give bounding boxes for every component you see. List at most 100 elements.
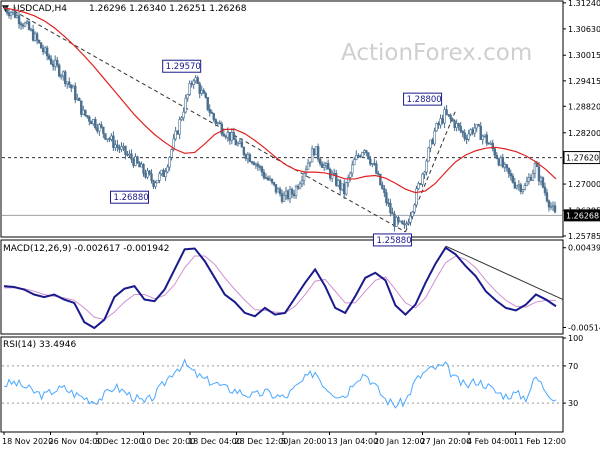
candle-body [218, 122, 221, 125]
candle-body [427, 147, 430, 162]
candle-body [513, 182, 517, 189]
current-price-box [564, 209, 600, 222]
candle-body [248, 154, 252, 162]
watermark-text: ActionForex.com [341, 40, 532, 66]
candle-body [270, 178, 274, 183]
time-tick-label: 20 Jan 12:00 [374, 437, 425, 446]
candle-body [497, 158, 500, 166]
candle-body [260, 166, 264, 173]
trend-line-down [13, 10, 406, 233]
candle-body [357, 155, 360, 157]
candle-body [449, 114, 452, 120]
candle-body [413, 204, 416, 213]
candle-body [385, 192, 388, 204]
candle-body [421, 173, 424, 185]
time-tick-label: 18 Dec 04:00 [188, 437, 242, 446]
candle-body [425, 160, 428, 173]
candle-body [208, 109, 211, 113]
candle-body [246, 154, 250, 159]
candle-body [76, 97, 79, 100]
candle-body [481, 135, 484, 140]
moving-average-line [3, 7, 557, 194]
candle-body [182, 111, 185, 119]
symbol-label: USDCAD,H4 [13, 4, 67, 14]
candle-body [220, 123, 223, 135]
candle-body [355, 155, 358, 160]
candle-body [168, 156, 171, 168]
candle-body [479, 125, 482, 140]
candle-body [469, 129, 472, 135]
candle-body [45, 47, 49, 57]
candle-body [35, 33, 39, 41]
candle-body [487, 142, 490, 145]
candle-body [407, 222, 410, 224]
candle-body [503, 164, 507, 168]
candle-body [11, 10, 15, 13]
candle-body [43, 47, 47, 53]
candle-body [148, 170, 151, 175]
candle-body [62, 71, 65, 77]
candle-body [527, 177, 531, 182]
candle-body [501, 157, 505, 168]
candle-body [324, 163, 328, 166]
candle-body [268, 178, 272, 181]
candle-body [51, 63, 55, 67]
candle-body [104, 133, 107, 140]
candle-body [531, 172, 535, 181]
candle-body [70, 84, 73, 89]
candle-body [320, 163, 324, 168]
candle-body [457, 123, 460, 127]
candle-body [41, 47, 45, 53]
candle-body [88, 116, 91, 122]
candle-body [509, 173, 513, 177]
candle-body [228, 131, 232, 141]
candle-body [57, 64, 61, 77]
rsi-title: RSI(14) 33.4946 [3, 340, 76, 350]
candle-body [66, 81, 69, 85]
candle-body [72, 85, 75, 89]
candle-body [381, 184, 384, 190]
candle-body [226, 131, 230, 138]
candle-body [300, 180, 304, 185]
candle-body [238, 141, 242, 144]
candle-body [82, 109, 85, 115]
candle-body [27, 21, 31, 30]
candle-body [515, 185, 519, 189]
candle-body [343, 183, 346, 195]
candle-body [365, 150, 368, 153]
candle-body [242, 146, 246, 155]
candle-body [160, 169, 163, 175]
candle-body [274, 184, 278, 193]
time-tick-label: 26 Nov 04:00 [49, 437, 103, 446]
candle-body [122, 145, 125, 148]
resistance-value-label: 1.27620 [566, 154, 599, 163]
time-tick-label: 27 Jan 20:00 [421, 437, 472, 446]
candle-body [361, 152, 364, 158]
macd-axis: 0.004396 -0.005144 [563, 244, 600, 333]
candle-body [126, 154, 129, 156]
candle-body [180, 117, 183, 120]
candle-body [86, 115, 89, 118]
candle-body [196, 77, 199, 84]
candle-body [142, 163, 145, 174]
candle-body [188, 83, 191, 95]
price-tick-label: 1.27000 [568, 180, 600, 189]
candle-body [419, 183, 422, 185]
candle-body [461, 130, 464, 134]
candle-body [349, 172, 352, 178]
candle-body [387, 202, 390, 205]
candle-body [244, 154, 248, 159]
candle-body [230, 132, 234, 141]
rsi-line [3, 358, 557, 409]
candle-body [184, 97, 187, 113]
price-tick-label: 1.30630 [568, 25, 600, 34]
candle-body [252, 162, 256, 166]
candle-body [84, 109, 87, 116]
candle-body [495, 154, 498, 159]
candle-body [541, 177, 545, 188]
candle-body [47, 55, 51, 60]
candle-body [533, 162, 537, 174]
rsi-tick-label: 70 [568, 362, 578, 371]
candle-body [140, 163, 143, 168]
candle-body [186, 94, 189, 99]
